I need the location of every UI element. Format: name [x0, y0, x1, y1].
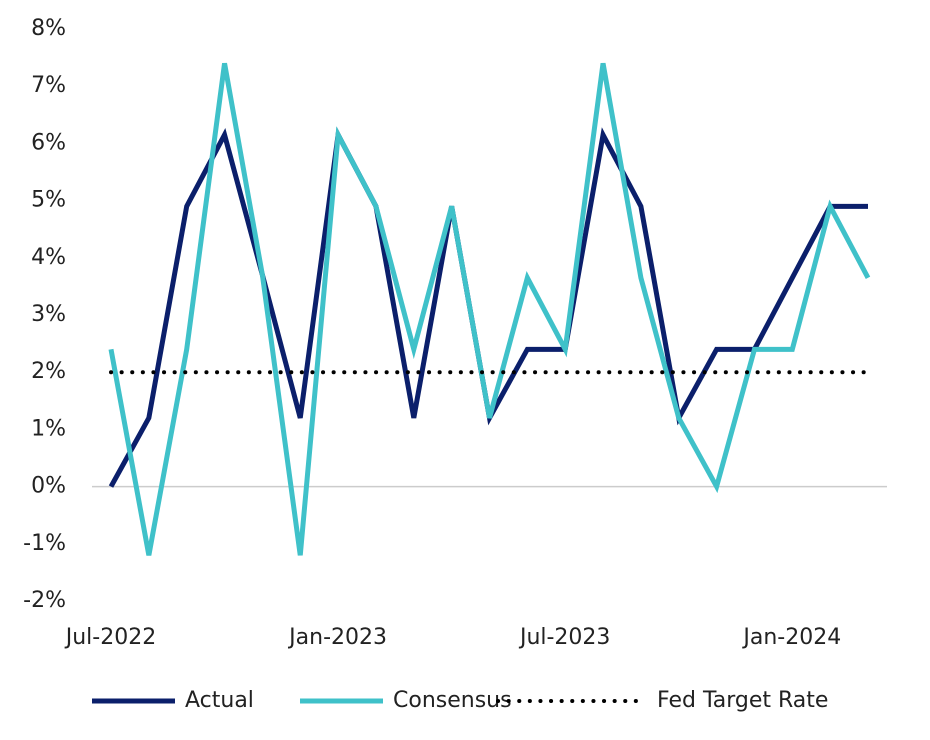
x-tick-label: Jan-2023	[287, 625, 387, 650]
x-tick-label: Jul-2022	[64, 625, 156, 650]
series-line	[108, 62, 871, 556]
y-tick-label: 3%	[31, 302, 66, 327]
legend-label: Fed Target Rate	[657, 688, 828, 713]
x-tick-label: Jul-2023	[518, 625, 610, 650]
legend-label: Actual	[185, 688, 254, 713]
y-tick-label: 6%	[31, 130, 66, 155]
y-tick-label: 7%	[31, 73, 66, 98]
y-tick-label: 8%	[31, 16, 66, 41]
x-tick-label: Jan-2024	[741, 625, 841, 650]
y-tick-label: -1%	[23, 531, 66, 556]
y-tick-label: 5%	[31, 188, 66, 213]
y-tick-label: 4%	[31, 245, 66, 270]
y-tick-label: 1%	[31, 416, 66, 441]
series-line	[108, 126, 868, 488]
y-tick-label: -2%	[23, 588, 66, 613]
y-tick-label: 0%	[31, 474, 66, 499]
legend-label: Consensus	[393, 688, 512, 713]
y-tick-label: 2%	[31, 359, 66, 384]
